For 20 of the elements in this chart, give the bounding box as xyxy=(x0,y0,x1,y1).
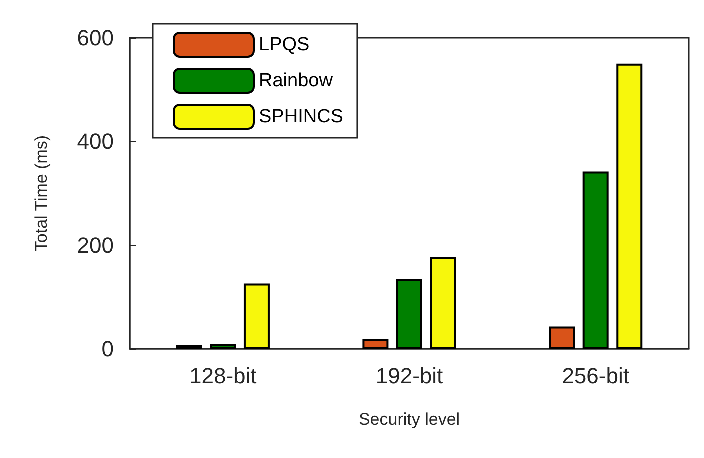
bar xyxy=(549,326,576,349)
legend-label: LPQS xyxy=(259,34,310,56)
y-axis-title: Total Time (ms) xyxy=(32,135,51,252)
x-axis-title: Security level xyxy=(358,410,460,429)
y-tick-label: 400 xyxy=(77,129,114,154)
legend-label: SPHINCS xyxy=(259,106,344,128)
bar xyxy=(430,257,456,349)
y-tick-label: 0 xyxy=(102,336,114,362)
x-tick-label: 256-bit xyxy=(562,364,630,388)
y-tick-label: 200 xyxy=(77,232,114,258)
y-tick-label: 600 xyxy=(77,26,114,50)
bar xyxy=(210,344,236,349)
bar xyxy=(244,284,270,349)
bar xyxy=(362,339,389,349)
legend-label: Rainbow xyxy=(259,70,334,92)
x-tick-label: 128-bit xyxy=(190,364,257,388)
bar xyxy=(616,64,643,349)
bar xyxy=(582,172,609,349)
x-tick-label: 192-bit xyxy=(376,364,444,388)
bar xyxy=(396,279,422,349)
